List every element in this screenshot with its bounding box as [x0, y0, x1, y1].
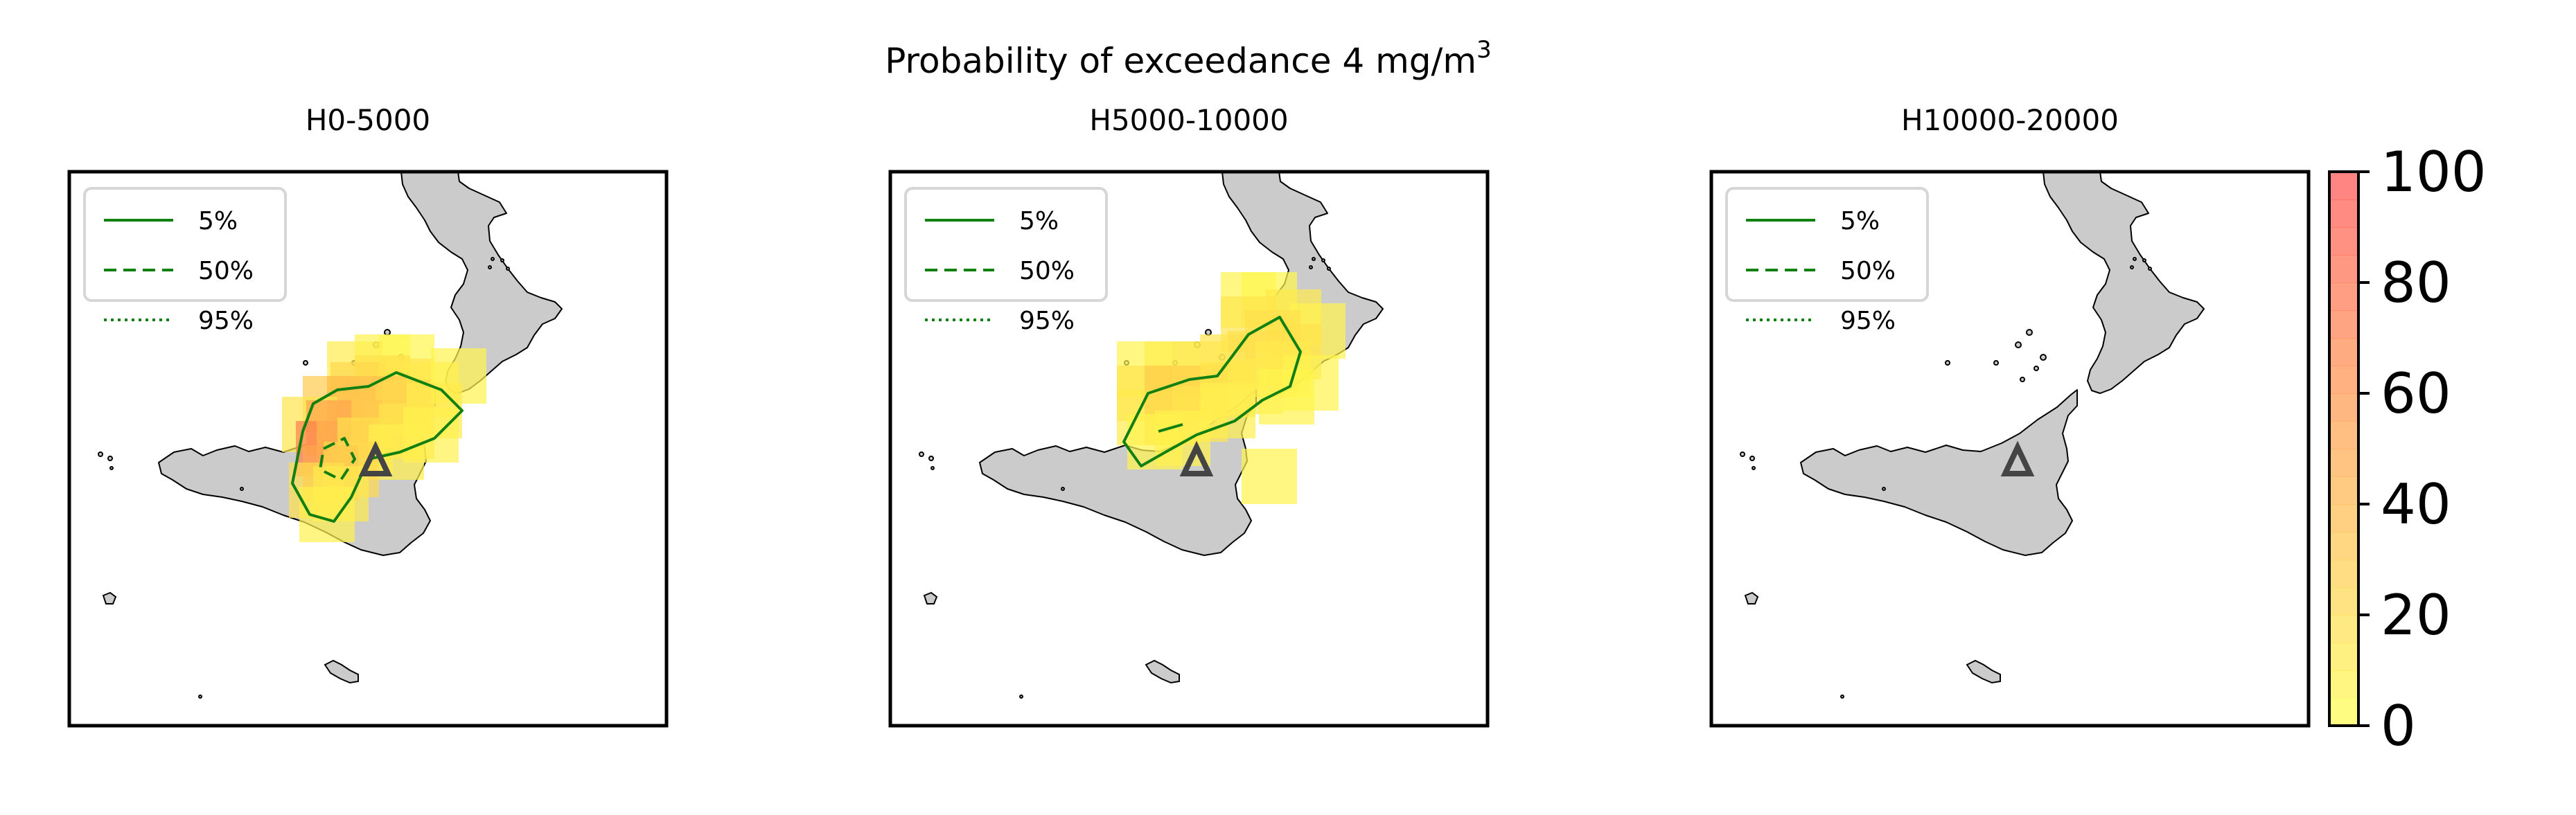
contour-solid [1122, 316, 1302, 467]
colorbar-tick-label: 60 [2381, 361, 2451, 426]
colorbar: 0 20 40 60 80 100 [2328, 140, 2487, 758]
colorbar-tick-label: 20 [2381, 583, 2451, 647]
colorbar-tick-label: 100 [2381, 140, 2487, 204]
legend-label: 5% [1019, 207, 1059, 235]
contour-legend: 5% 50% 95% [904, 187, 1108, 335]
figure-title-superscript: 3 [1476, 36, 1492, 64]
legend-label: 50% [198, 257, 254, 285]
colorbar-segment [2329, 283, 2358, 311]
figure-title-text: Probability of exceedance 4 mg/m [885, 41, 1477, 81]
colorbar-segment [2329, 698, 2358, 726]
colorbar-segment [2329, 393, 2358, 422]
colorbar-frame [2328, 170, 2360, 727]
panel-frame [888, 170, 1490, 728]
colorbar-tick-label: 80 [2381, 251, 2451, 315]
vent-triangle-icon [358, 440, 393, 476]
contour-solid [1158, 423, 1183, 433]
legend-label: 5% [1840, 207, 1880, 235]
colorbar-segment [2329, 532, 2358, 560]
probability-cell [1242, 449, 1297, 504]
colorbar-segment [2329, 449, 2358, 477]
contour-solid [291, 371, 464, 523]
colorbar-segment [2329, 643, 2358, 671]
legend-label: 95% [198, 307, 254, 335]
colorbar-segment [2329, 227, 2358, 256]
colorbar-segment [2329, 310, 2358, 339]
colorbar-segment [2329, 670, 2358, 699]
colorbar-segment [2329, 366, 2358, 394]
colorbar-segment [2329, 199, 2358, 228]
contour-dashed [319, 437, 356, 481]
panel-title: H10000-20000 [1901, 103, 2119, 137]
colorbar-segment [2329, 421, 2358, 449]
figure-title: Probability of exceedance 4 mg/m3 [0, 38, 2376, 82]
panel-title: H0-5000 [306, 103, 430, 137]
map-panel-2: H5000-10000 5% 50% 95% [888, 103, 1490, 728]
vent-triangle-icon [2000, 440, 2035, 476]
colorbar-segment [2329, 587, 2358, 616]
map-panel-3: H10000-20000 5% 50% 95% [1709, 103, 2311, 728]
panel-title: H5000-10000 [1089, 103, 1288, 137]
colorbar-segment [2329, 559, 2358, 588]
colorbar-tick-label: 40 [2381, 472, 2451, 537]
contour-legend: 5% 50% 95% [83, 187, 287, 335]
colorbar-segment [2329, 338, 2358, 366]
legend-label: 95% [1840, 307, 1896, 335]
panel-frame [1709, 170, 2311, 728]
legend-label: 95% [1019, 307, 1075, 335]
colorbar-segment [2329, 504, 2358, 532]
colorbar-segment [2329, 615, 2358, 643]
colorbar-segment [2329, 255, 2358, 283]
legend-label: 50% [1840, 257, 1896, 285]
colorbar-segment [2329, 172, 2358, 200]
vent-triangle-icon [1179, 440, 1214, 476]
panel-frame [67, 170, 669, 728]
contour-legend: 5% 50% 95% [1725, 187, 1929, 335]
colorbar-tick-label: 0 [2381, 694, 2416, 758]
probability-cells [282, 334, 486, 542]
legend-label: 50% [1019, 257, 1075, 285]
colorbar-segment [2329, 476, 2358, 505]
legend-label: 5% [198, 207, 238, 235]
probability-cells [1117, 272, 1346, 504]
map-panel-1: H0-5000 5% 50% 95% [67, 103, 669, 728]
probability-cell [299, 487, 355, 542]
